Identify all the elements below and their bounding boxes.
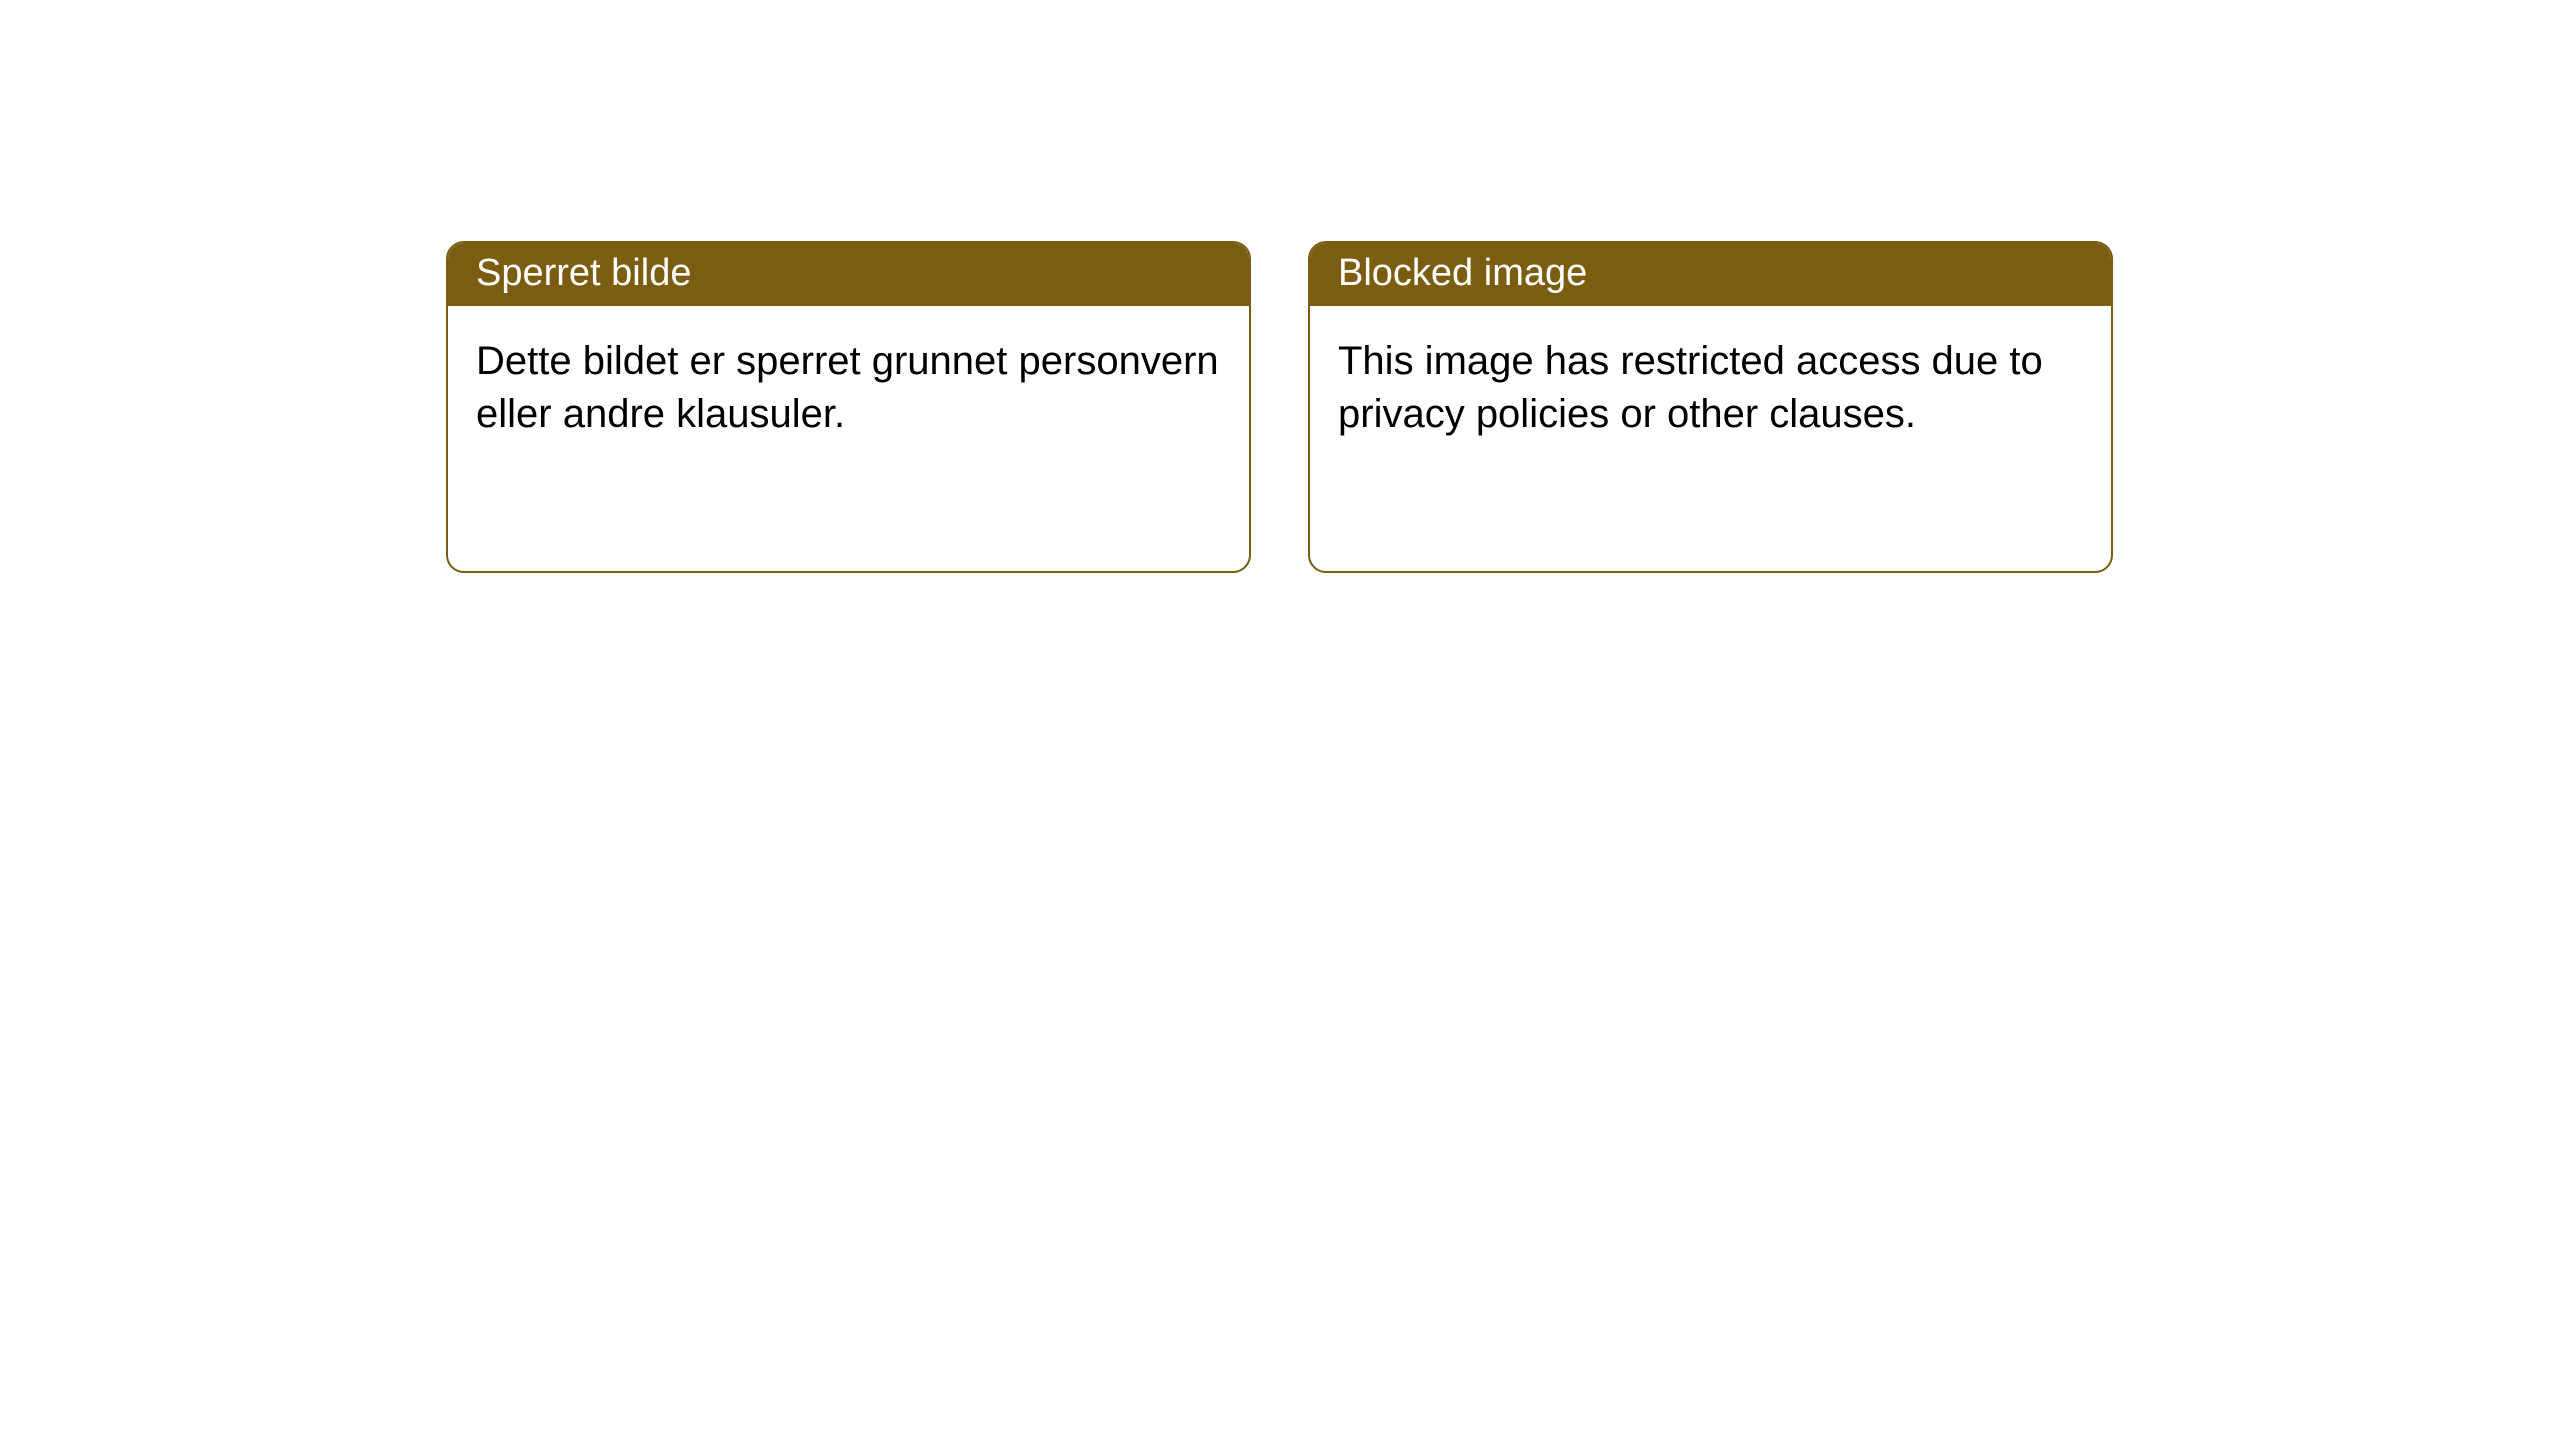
notice-body-english: This image has restricted access due to … <box>1310 306 2111 470</box>
notice-header-english: Blocked image <box>1310 243 2111 306</box>
notice-container: Sperret bilde Dette bildet er sperret gr… <box>446 241 2113 573</box>
notice-card-norwegian: Sperret bilde Dette bildet er sperret gr… <box>446 241 1251 573</box>
notice-body-norwegian: Dette bildet er sperret grunnet personve… <box>448 306 1249 470</box>
notice-card-english: Blocked image This image has restricted … <box>1308 241 2113 573</box>
notice-header-norwegian: Sperret bilde <box>448 243 1249 306</box>
